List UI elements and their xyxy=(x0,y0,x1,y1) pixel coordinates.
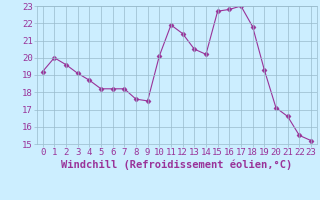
X-axis label: Windchill (Refroidissement éolien,°C): Windchill (Refroidissement éolien,°C) xyxy=(61,160,292,170)
